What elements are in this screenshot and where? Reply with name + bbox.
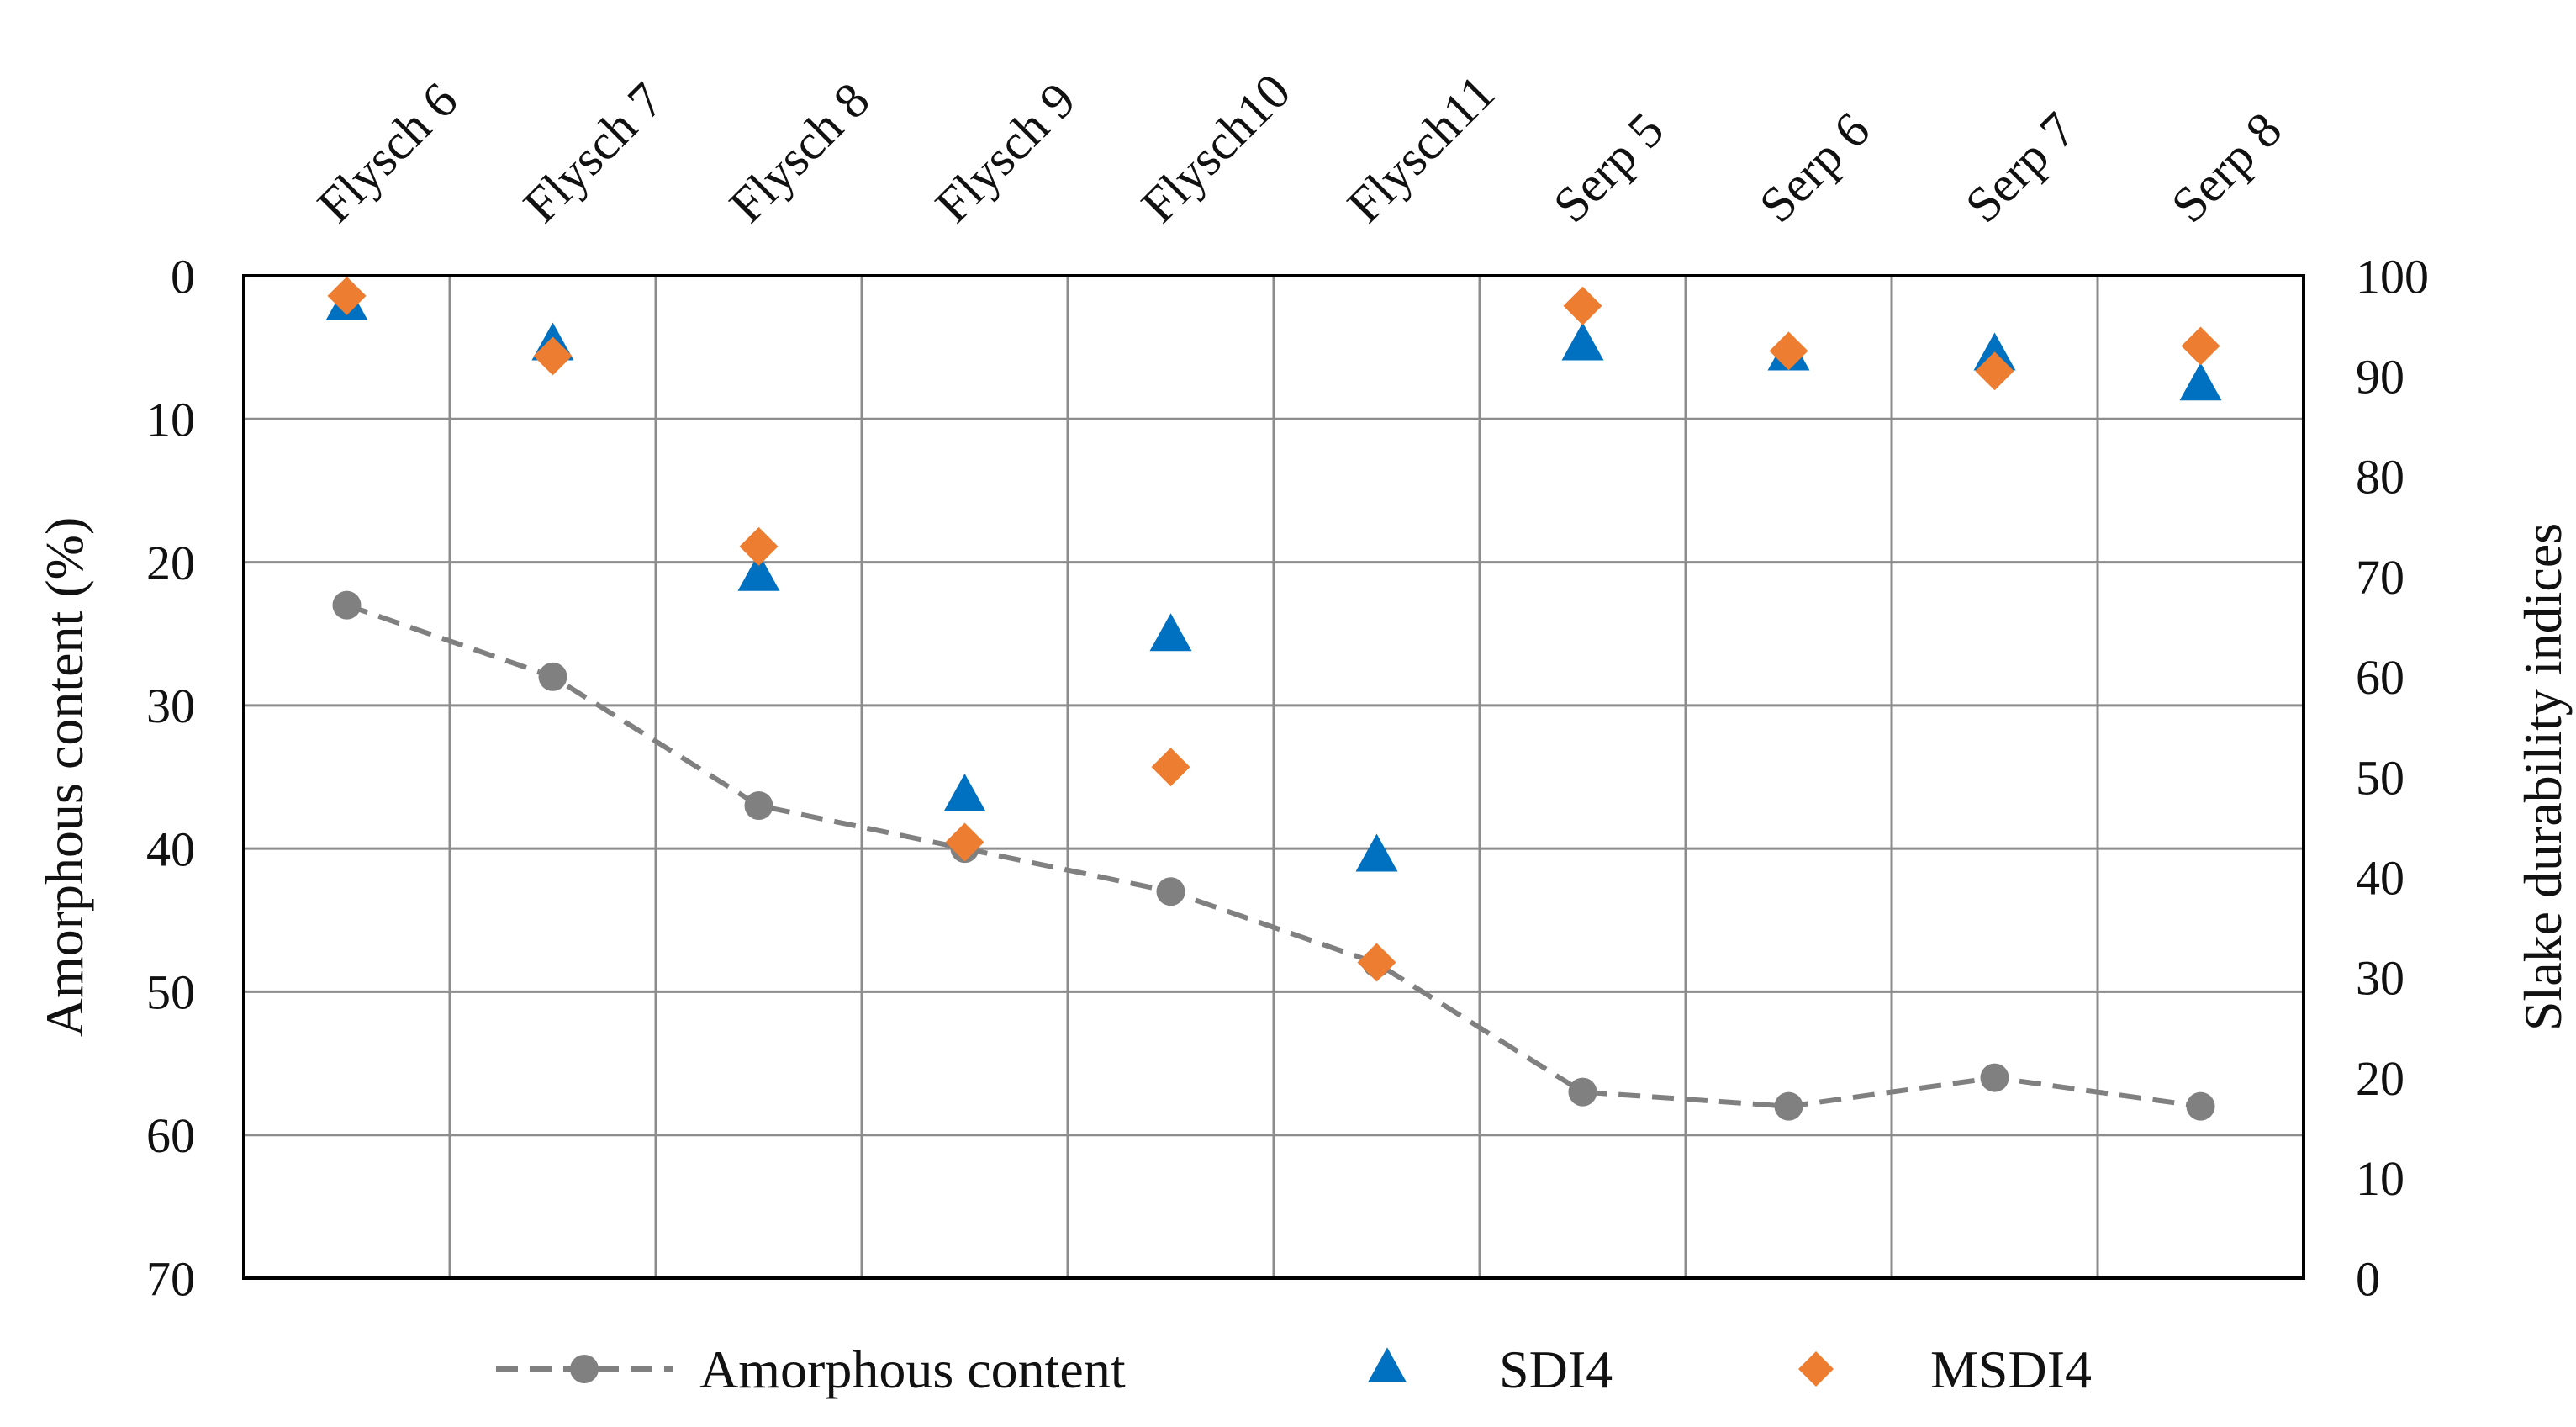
sdi4-point [1561,322,1604,361]
right-tick-label: 10 [2356,1151,2404,1206]
msdi4-point [739,526,779,566]
right-tick-label: 80 [2356,450,2404,505]
right-tick-label: 20 [2356,1051,2404,1106]
legend-amorphous-label: Amorphous content [699,1340,1126,1399]
category-label: Serp 8 [2161,102,2292,233]
grid-layer [242,274,2305,1280]
right-tick-label: 0 [2356,1251,2380,1306]
legend-msdi4-marker [1798,1351,1834,1387]
msdi4-point [1151,748,1190,787]
msdi4-point [1769,331,1808,371]
series-layer [325,276,2222,1121]
legend-amorphous-marker [570,1355,599,1383]
amorphous-content-point [332,590,362,620]
category-label: Flysch10 [1131,63,1301,233]
amorphous-content-point [538,662,567,691]
left-axis-title: Amorphous content (%) [34,517,94,1038]
plot-border [242,274,2305,1280]
right-tick-label: 60 [2356,650,2404,705]
legend-sdi4-label: SDI4 [1499,1340,1613,1399]
category-label: Flysch 7 [513,72,674,234]
right-tick-label: 30 [2356,951,2404,1006]
category-label: Flysch 9 [925,72,1086,234]
left-tick-label: 10 [146,393,195,447]
sdi4-point [1973,332,2016,371]
msdi4-point [1563,286,1602,325]
amorphous-content-point [1568,1077,1597,1107]
amorphous-content-line [346,602,2201,1109]
category-label: Serp 7 [1955,102,2086,233]
left-tick-label: 0 [171,249,195,304]
left-tick-label: 30 [146,679,195,733]
left-tick-label: 50 [146,965,195,1020]
left-tick-label: 20 [146,536,195,590]
sdi4-point [1355,833,1398,872]
msdi4-point [533,336,573,376]
msdi4-point [2181,326,2220,366]
right-tick-label: 40 [2356,851,2404,906]
left-tick-label: 70 [146,1251,195,1306]
amorphous-content-point [744,791,773,821]
amorphous-content-point [2186,1091,2215,1121]
category-label: Flysch 6 [307,72,468,234]
sdi4-point [737,552,780,591]
amorphous-content-point [1774,1091,1803,1121]
category-label: Serp 6 [1749,102,1880,233]
category-label: Serp 5 [1543,102,1674,233]
right-tick-label: 100 [2356,249,2429,304]
right-tick-label: 50 [2356,750,2404,805]
amorphous-content-point [1156,877,1185,906]
left-tick-label: 60 [146,1108,195,1163]
axis-layer: 0 10 20 30 40 50 60 70 0 10 20 30 40 50 60 70 80 90 100 Amo… [34,63,2573,1306]
category-label: Flysch 8 [719,72,880,234]
legend: Amorphous content SDI4 MSDI4 [496,1340,2092,1399]
category-label: Flysch11 [1337,65,1506,234]
sdi4-point [2179,362,2222,401]
msdi4-point [1975,351,2014,391]
msdi4-point [945,822,984,862]
msdi4-point [327,276,367,315]
msdi4-point [1357,943,1396,982]
right-tick-label: 90 [2356,350,2404,404]
legend-sdi4-marker [1368,1347,1407,1382]
left-tick-label: 40 [146,822,195,876]
right-tick-label: 70 [2356,550,2404,605]
right-axis-title: Slake durability indices [2513,523,2573,1031]
sdi4-point [1149,613,1192,652]
sdi4-point [943,773,986,811]
legend-msdi4-label: MSDI4 [1930,1340,2092,1399]
amorphous-content-point [1980,1063,2009,1092]
